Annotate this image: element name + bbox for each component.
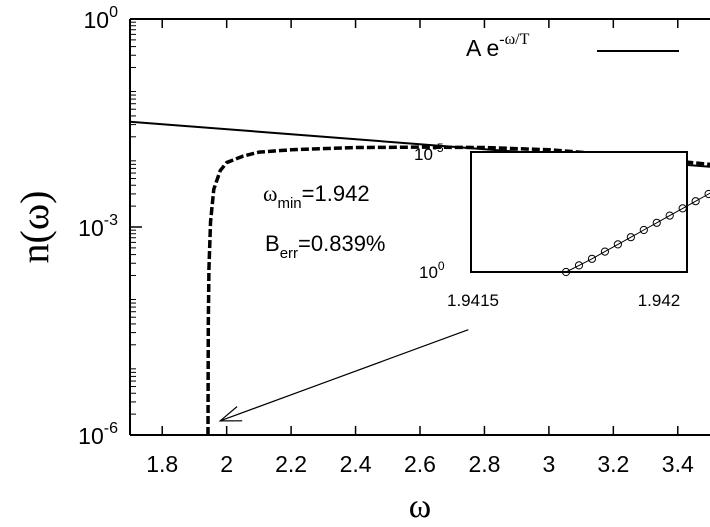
legend-label: A e-ω/T — [466, 31, 530, 61]
inset-series — [561, 189, 710, 277]
inset-ytick-top-exp: -5 — [433, 141, 444, 155]
inset-frame — [470, 151, 688, 273]
b-err-symbol: B — [265, 231, 280, 256]
legend-label-exponent: -ω/T — [499, 31, 529, 48]
x-tick-label: 2.2 — [275, 451, 307, 477]
x-axis-label: ω — [409, 488, 431, 525]
inset-marker — [600, 247, 610, 256]
b-err-annotation: Berr=0.839% — [265, 231, 386, 262]
y-tick-base: 10 — [84, 7, 110, 33]
omega-min-annotation: ωmin=1.942 — [263, 181, 370, 212]
legend: A e-ω/T — [466, 31, 679, 61]
x-tick-label: 2.4 — [340, 451, 372, 477]
omega-min-subscript: min — [277, 195, 301, 212]
x-tick-label: 2.8 — [468, 451, 500, 477]
inset-marker — [626, 233, 635, 242]
y-tick-base: 10 — [78, 423, 104, 449]
inset-marker — [691, 197, 700, 206]
b-err-value: =0.839% — [298, 231, 385, 256]
b-err-subscript: err — [280, 245, 298, 262]
inset-marker — [678, 204, 687, 213]
arrow-shaft — [220, 329, 469, 422]
x-tick-label: 2.6 — [404, 451, 436, 477]
inset: 10-5 100 1.9415 1.942 — [414, 141, 710, 310]
y-tick-exponent: -3 — [104, 212, 118, 229]
x-tick-label: 2 — [220, 451, 233, 477]
inset-line — [565, 192, 710, 273]
inset-ytick-bottom: 100 — [419, 259, 445, 282]
inset-marker — [561, 267, 571, 277]
inset-ytick-top: 10-5 — [414, 141, 444, 164]
series-line-dashed — [206, 145, 710, 436]
inset-marker — [652, 218, 661, 227]
y-tick-label: 100 — [84, 4, 119, 33]
y-axis-label: n(ω) — [12, 191, 57, 264]
annotation-arrow — [218, 329, 469, 422]
arrow-head — [218, 406, 243, 422]
y-tick-base: 10 — [78, 215, 104, 241]
inset-marker — [574, 261, 584, 270]
x-tick-label: 1.8 — [146, 451, 178, 477]
inset-marker — [639, 225, 648, 235]
inset-ytick-bottom-base: 10 — [419, 263, 438, 282]
y-tick-label: 10-3 — [78, 212, 118, 241]
inset-marker — [587, 254, 597, 263]
x-tick-label: 3.4 — [662, 451, 694, 477]
omega-symbol: ω — [263, 181, 277, 206]
omega-min-value: =1.942 — [302, 181, 370, 206]
inset-marker — [704, 189, 710, 199]
inset-xtick-left: 1.9415 — [447, 291, 499, 310]
x-tick-label: 3 — [542, 451, 555, 477]
y-tick-exponent: 0 — [109, 4, 118, 21]
inset-marker — [613, 240, 622, 249]
x-ticks: 1.8 2 2.2 2.4 2.6 2.8 3 3.2 3.4 — [146, 19, 694, 477]
inset-ytick-top-base: 10 — [414, 145, 433, 164]
y-tick-label: 10-6 — [78, 420, 118, 449]
y-tick-exponent: -6 — [104, 420, 118, 437]
inset-xtick-right: 1.942 — [638, 291, 681, 310]
x-tick-label: 3.2 — [597, 451, 629, 477]
legend-label-base: A e — [466, 35, 499, 61]
inset-ytick-bottom-exp: 0 — [438, 259, 445, 273]
inset-marker — [665, 211, 674, 220]
